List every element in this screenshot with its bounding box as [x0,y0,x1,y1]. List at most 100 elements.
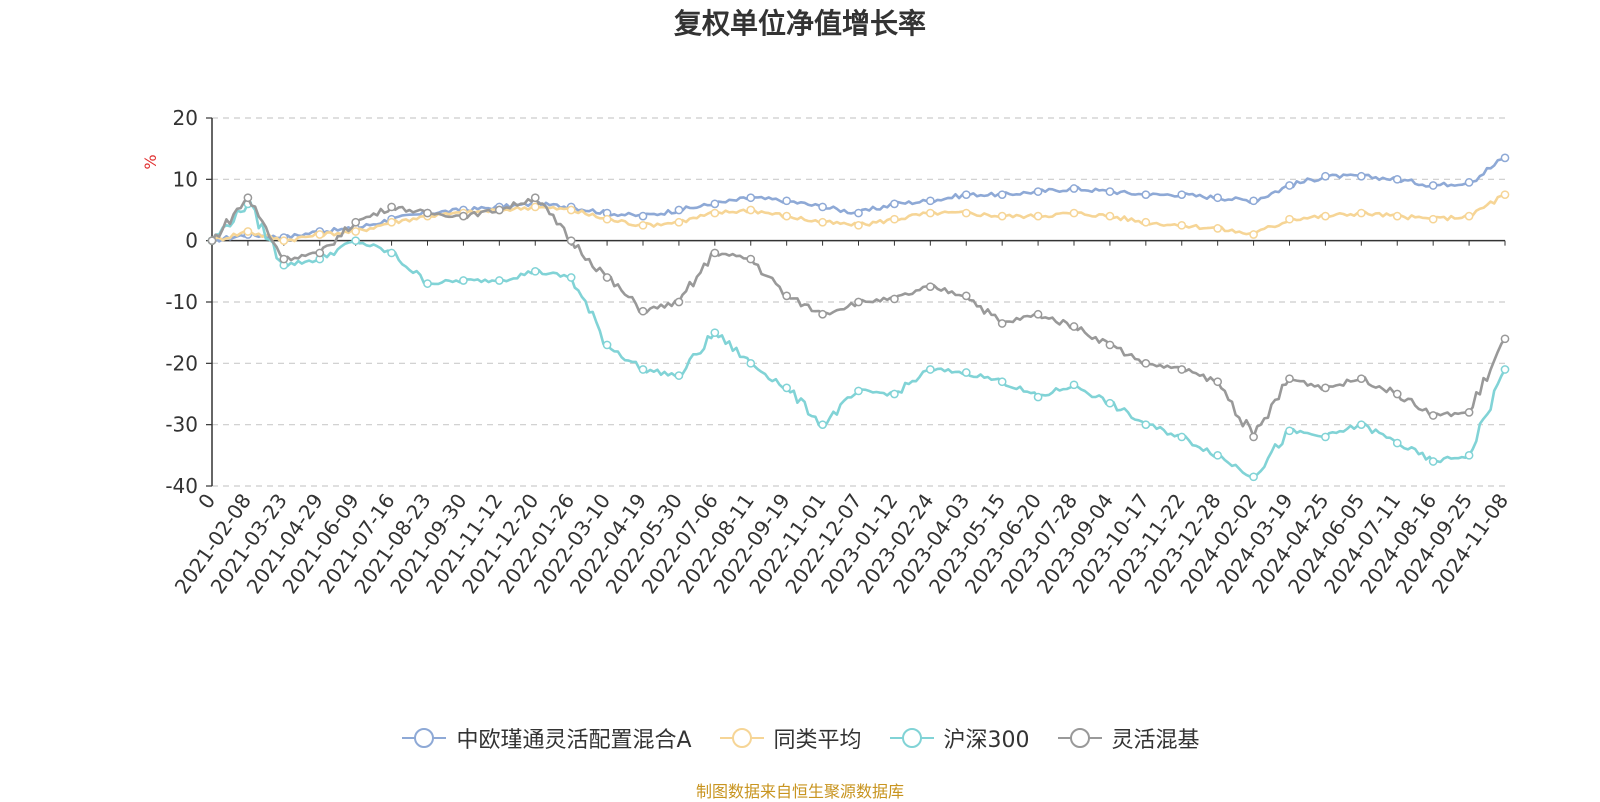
data-point [710,248,720,258]
data-point [387,248,396,258]
data-point [925,282,935,292]
data-point [638,306,648,316]
data-point [961,291,971,301]
data-point [925,208,935,218]
data-point [1105,398,1115,408]
legend-item[interactable]: 同类平均 [718,722,862,754]
data-point [674,297,684,307]
data-point [746,358,756,368]
data-point [997,211,1007,221]
data-point [1321,171,1330,181]
data-point [387,217,396,227]
data-point [602,214,612,224]
data-point [1177,220,1187,230]
data-point [1500,365,1510,374]
data-point [1105,340,1115,350]
series-line [210,196,1507,439]
axes: 20 10 0 -10 -20 -30 -40 [165,106,1506,498]
data-point [1428,181,1438,190]
data-point [1356,171,1366,181]
data-point [638,211,648,221]
data-point [1033,392,1043,402]
data-point [1428,457,1438,466]
legend-label: 沪深300 [943,728,1030,753]
data-point [1500,190,1510,200]
data-point [351,227,361,236]
data-point [494,205,504,215]
data-point [566,205,576,215]
data-point [243,227,253,236]
data-point [423,208,432,218]
data-point [1177,432,1187,442]
data-point [387,202,396,212]
data-point [1285,426,1294,436]
data-point [1464,211,1474,221]
data-point [854,297,863,307]
legend-label: 灵活混基 [1111,728,1200,753]
data-point [818,202,827,212]
data-point [1285,181,1294,190]
data-point [423,279,432,288]
data-point [674,371,684,380]
data-point [710,199,720,209]
legend-item[interactable]: 灵活混基 [1056,722,1200,754]
data-point [890,214,899,224]
data-point [925,196,935,206]
legend-marker-icon [1057,728,1102,748]
data-point [494,276,504,285]
data-point [997,377,1007,387]
data-point [1356,208,1366,218]
data-point [315,248,325,258]
data-point [818,309,827,319]
data-point [1249,196,1258,206]
data-point [961,190,971,200]
data-point [351,236,361,246]
data-point [1464,450,1474,460]
data-point [1392,438,1402,448]
data-point [1392,174,1402,184]
data-point [1428,214,1438,224]
data-point [1105,187,1115,196]
data-point [459,276,468,285]
data-point [1033,309,1043,319]
data-point [818,420,827,430]
data-point [530,202,540,212]
data-point [530,266,540,276]
data-point [1392,389,1402,399]
data-point [1105,211,1115,221]
data-point [602,273,612,282]
series-line [211,193,1506,243]
data-point [1321,211,1330,221]
data-point [1285,214,1294,224]
data-point [746,205,756,215]
data-point [854,220,863,230]
y-tick-label: -20 [165,351,198,375]
data-point [1069,380,1079,390]
data-point [1321,432,1330,442]
data-point [1500,334,1510,344]
data-point [566,236,576,246]
y-axis-label: % [141,154,160,169]
data-point [1069,184,1079,193]
data-point [1213,224,1223,233]
data-point [1033,187,1043,196]
data-point [638,220,648,230]
data-point [1141,217,1151,227]
legend-marker-icon [402,728,447,748]
data-point [1356,420,1366,430]
legend-label: 同类平均 [773,728,862,753]
data-point [566,273,576,282]
data-point [530,193,540,203]
data-point [1285,374,1294,384]
data-point [961,208,971,218]
data-point [638,365,648,374]
legend-item[interactable]: 沪深300 [888,722,1030,754]
data-point [315,230,325,239]
x-tick-labels: 02021-02-082021-03-232021-04-292021-06-0… [170,489,1513,598]
data-point [1249,230,1258,239]
data-point [1213,377,1223,387]
data-point [710,208,720,218]
data-point [1213,450,1223,460]
data-point [1177,190,1187,200]
legend-item[interactable]: 中欧瑾通灵活配置混合A [400,722,692,754]
